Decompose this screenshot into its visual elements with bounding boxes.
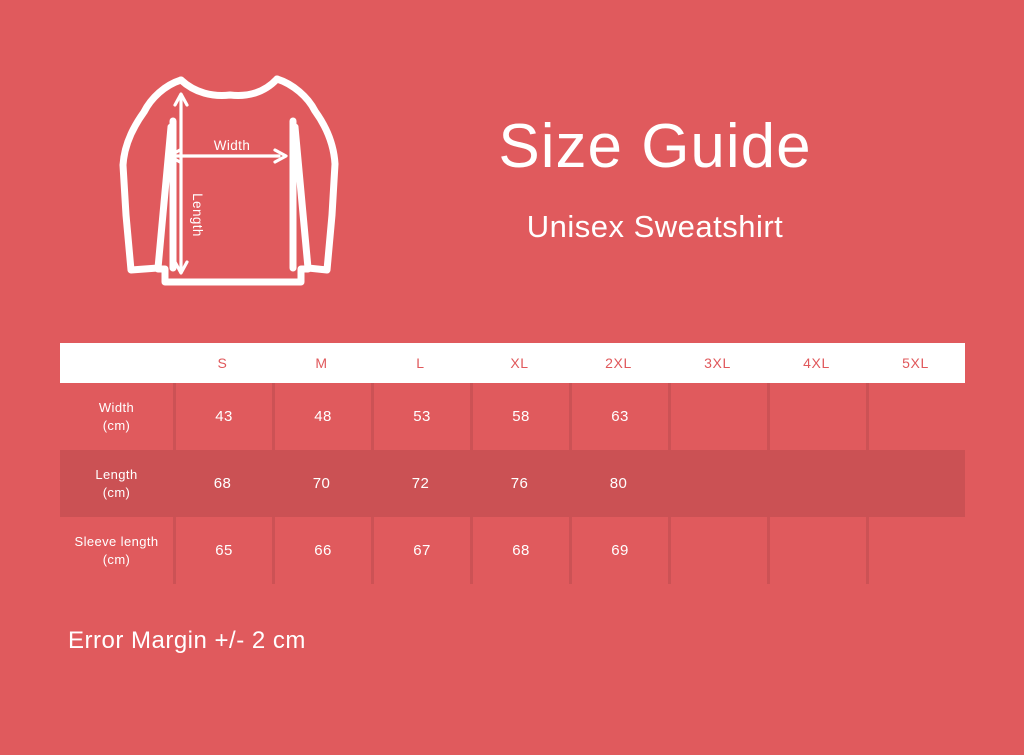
size-table: S M L XL 2XL 3XL 4XL 5XL Width (cm) 43 4… [60, 343, 965, 584]
measurement-arrows [167, 92, 288, 275]
header-size-4xl: 4XL [803, 355, 830, 371]
table-cell: 72 [411, 475, 430, 492]
table-cell [866, 450, 965, 517]
table-cell [668, 383, 767, 450]
size-table-header-row: S M L XL 2XL 3XL 4XL 5XL [60, 343, 965, 383]
table-cell [668, 450, 767, 517]
page-subtitle: Unisex Sweatshirt [526, 209, 784, 244]
header-size-5xl: 5XL [902, 355, 929, 371]
table-cell: 67 [371, 517, 470, 584]
header-size-m: M [315, 355, 328, 371]
table-cell: 58 [470, 383, 569, 450]
table-cell: 63 [569, 383, 668, 450]
table-cell: 68 [213, 475, 232, 492]
sweatshirt-diagram [113, 63, 345, 298]
table-cell: 80 [609, 475, 628, 492]
table-row-sleeve-length: Sleeve length (cm) 65 66 67 68 69 [60, 517, 965, 584]
table-cell: 69 [569, 517, 668, 584]
header-size-xl: XL [510, 355, 529, 371]
table-cell: 66 [272, 517, 371, 584]
error-margin-note: Error Margin +/- 2 cm [68, 627, 306, 654]
length-arrow-label: Length [190, 193, 205, 237]
table-cell: 68 [470, 517, 569, 584]
table-cell: 53 [371, 383, 470, 450]
header-size-l: L [416, 355, 425, 371]
table-cell [866, 383, 965, 450]
table-cell [866, 517, 965, 584]
header-size-2xl: 2XL [605, 355, 632, 371]
header-size-3xl: 3XL [704, 355, 731, 371]
row-label-text: Width [98, 399, 135, 415]
row-label-unit: (cm) [102, 484, 131, 500]
row-label: Width (cm) [60, 383, 173, 450]
row-label: Sleeve length (cm) [60, 517, 173, 584]
page-title: Size Guide [498, 112, 812, 181]
table-cell: 65 [173, 517, 272, 584]
table-cell [767, 517, 866, 584]
table-cell: 76 [510, 475, 529, 492]
header-size-s: S [217, 355, 228, 371]
row-label-text: Sleeve length [74, 533, 159, 549]
row-label: Length (cm) [60, 450, 173, 517]
row-label-text: Length [95, 466, 138, 482]
sweatshirt-outline-icon [119, 75, 339, 286]
table-cell: 43 [173, 383, 272, 450]
table-cell [668, 517, 767, 584]
table-cell: 70 [312, 475, 331, 492]
table-cell [767, 383, 866, 450]
header-empty-cell [60, 343, 173, 383]
table-row-width: Width (cm) 43 48 53 58 63 [60, 383, 965, 450]
row-label-unit: (cm) [102, 551, 131, 567]
width-arrow-label: Width [213, 138, 251, 153]
row-label-unit: (cm) [102, 417, 131, 433]
table-cell: 48 [272, 383, 371, 450]
table-cell [767, 450, 866, 517]
table-row-length: Length (cm) 68 70 72 76 80 [60, 450, 965, 517]
